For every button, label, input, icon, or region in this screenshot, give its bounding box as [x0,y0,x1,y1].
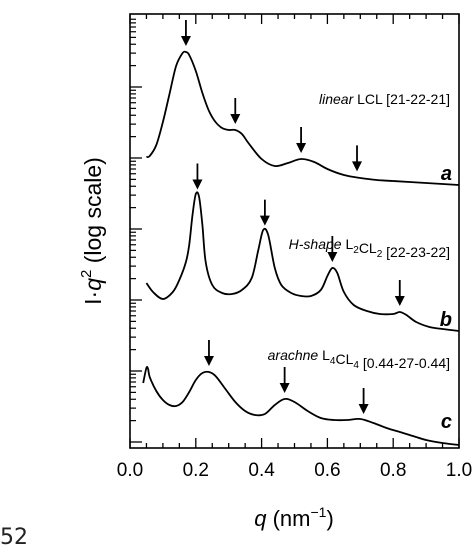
series-name-b: H-shape L2CL2 [22-23-22] [289,236,450,260]
curve-a [146,50,460,186]
peak-arrow-b [327,236,338,262]
peak-arrow-a [296,127,307,153]
curves [142,50,460,446]
x-tick-label: 1.0 [446,460,472,481]
arrow-head [259,215,270,226]
peak-arrow-c [203,340,214,366]
x-axis-label: q (nm−1) [254,504,334,531]
arrow-head [327,252,338,262]
curve-b [145,191,460,332]
y-axis-label: I·q2 (log scale) [78,157,106,305]
peak-arrow-b [259,199,270,226]
axes: 0.0 0.2 0.4 0.6 0.8 1.0 q (nm−1) I·q2 (log scal… [78,13,472,531]
arrow-head [296,143,307,153]
arrow-head [352,161,363,172]
peak-arrow-c [358,388,369,414]
peak-arrows [180,20,405,414]
peak-arrow-c [279,367,290,393]
series-name-a: linear LCL [21-22-21] [319,91,450,107]
arrow-head [394,296,405,306]
series-labels: linear LCL [21-22-21] a H-shape L2CL2 [22-… [268,91,452,433]
x-tick-label: 0.8 [380,460,406,481]
plot-frame [129,13,460,449]
arrow-head [203,356,214,366]
curve-c [142,366,460,446]
peak-arrow-a [180,20,191,46]
x-tick-label: 0.4 [248,460,275,481]
corner-text: 52 [0,525,28,550]
peak-arrow-a [352,145,363,172]
series-letter-a: a [441,163,452,185]
x-tick-label: 0.6 [314,460,340,481]
peak-arrow-b [192,163,203,190]
peak-arrow-b [394,280,405,306]
peak-arrow-a [230,98,241,124]
arrow-head [180,36,191,46]
arrow-head [279,383,290,393]
arrow-head [192,179,203,190]
x-tick-label: 0.2 [183,460,209,481]
series-letter-c: c [441,411,452,433]
x-tick-label: 0.0 [117,460,143,481]
series-name-c: arachne L4CL4 [0.44-27-0.44] [268,347,450,371]
arrow-head [230,114,241,124]
arrow-head [358,404,369,414]
series-letter-b: b [440,309,452,331]
